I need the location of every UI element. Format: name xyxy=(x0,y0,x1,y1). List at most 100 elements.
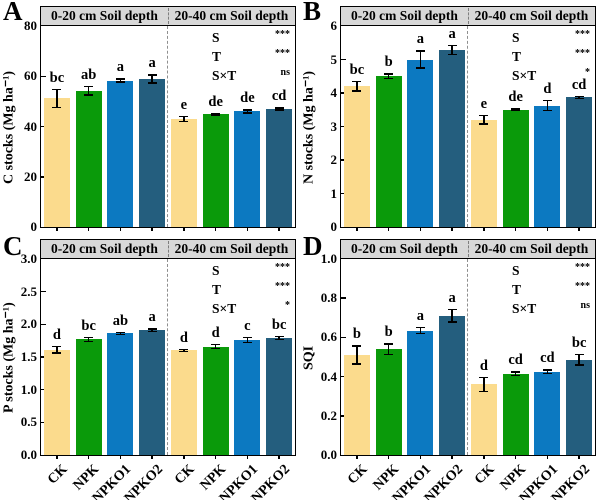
x-tick-mark xyxy=(278,455,280,459)
error-bar-cap xyxy=(274,338,284,340)
plot-area: S *** T *** S×T ns 0 20 40 60 80 bc ab a a e de de c… xyxy=(24,18,296,234)
anova-significance: *** xyxy=(275,281,290,292)
y-tick-mark xyxy=(341,125,346,128)
error-bar-cap xyxy=(242,112,252,114)
anova-significance: * xyxy=(285,300,290,311)
y-tick-mark xyxy=(41,290,46,293)
error-bar-cap xyxy=(352,363,362,365)
panel-letter-b: B xyxy=(303,0,322,26)
significance-letter: a xyxy=(116,59,124,76)
anova-factor: S xyxy=(512,263,520,278)
anova-factor: S xyxy=(212,263,220,278)
error-bar-cap xyxy=(479,390,489,393)
panel-b: B N stocks (Mg ha⁻¹) 0-20 cm Soil depth … xyxy=(300,0,600,235)
bar-npko2 xyxy=(566,97,593,227)
anova-stats: S *** T *** S×T ns xyxy=(512,262,590,319)
x-tick-mark xyxy=(119,455,122,459)
error-bar-line xyxy=(578,354,580,366)
error-bar-cap xyxy=(447,53,457,56)
significance-letter: d xyxy=(479,357,488,374)
y-tick-label: 0.2 xyxy=(320,407,337,423)
y-tick-mark xyxy=(41,323,46,326)
significance-letter: a xyxy=(416,31,424,48)
error-bar-cap xyxy=(211,114,221,116)
x-tick-mark xyxy=(214,455,217,459)
x-tick-mark xyxy=(151,455,153,459)
error-bar-cap xyxy=(479,123,489,125)
depth-header-right: 20-40 cm Soil depth xyxy=(474,8,589,23)
error-bar-line xyxy=(387,73,390,80)
error-bar-cap xyxy=(115,334,125,336)
x-tick-mark xyxy=(483,455,485,459)
error-bar-cap xyxy=(479,376,489,378)
error-bar-line xyxy=(246,336,249,344)
significance-letter: cd xyxy=(271,88,287,105)
bar-npko1 xyxy=(534,371,561,455)
anova-factor: T xyxy=(512,282,522,297)
x-tick-mark xyxy=(483,227,485,231)
x-tick-mark xyxy=(183,455,185,459)
depth-divider-line xyxy=(467,259,468,455)
error-bar-cap xyxy=(242,336,252,339)
error-bar-line xyxy=(278,336,280,340)
significance-letter: a xyxy=(448,289,456,306)
error-bar-cap xyxy=(84,94,94,96)
y-axis-label: SQI xyxy=(301,345,317,370)
significance-letter: b xyxy=(352,326,361,343)
error-bar-cap xyxy=(574,97,584,100)
significance-letter: bc xyxy=(349,61,365,78)
x-tick-mark xyxy=(56,227,58,231)
depth-header-band: 0-20 cm Soil depth 20-40 cm Soil depth xyxy=(40,239,296,259)
y-tick-mark xyxy=(341,159,346,161)
error-bar-cap xyxy=(211,343,221,346)
y-tick-label: 0.4 xyxy=(320,368,337,384)
y-tick-label: 2 xyxy=(330,152,338,167)
bar-npko1 xyxy=(407,59,434,227)
error-bar-cap xyxy=(447,308,457,311)
bar-npko2 xyxy=(266,338,293,455)
y-tick-mark xyxy=(341,375,346,378)
error-bar-cap xyxy=(52,352,62,354)
significance-letter: b xyxy=(384,324,393,341)
header-divider-line xyxy=(168,241,169,257)
depth-header-right: 20-40 cm Soil depth xyxy=(174,8,289,23)
y-tick-label: 40 xyxy=(24,118,37,134)
significance-letter: bc xyxy=(271,317,287,334)
y-tick-label: 2.5 xyxy=(20,283,37,299)
x-tick-mark xyxy=(419,227,422,231)
bar-npko1 xyxy=(107,80,134,227)
y-tick-mark xyxy=(41,388,46,391)
plot-area: S *** T *** S×T * 0.0 0.5 1.0 1.5 2.0 2.5 3.0 d… xyxy=(21,251,296,500)
error-bar-line xyxy=(119,78,122,83)
y-tick-label: 3 xyxy=(330,118,338,134)
error-bar-line xyxy=(183,348,185,353)
y-tick-label: 1 xyxy=(330,185,338,201)
significance-letter: de xyxy=(508,89,523,106)
error-bar-cap xyxy=(447,45,457,47)
error-bar-line xyxy=(278,107,280,111)
error-bar-cap xyxy=(415,333,425,335)
depth-header-right: 20-40 cm Soil depth xyxy=(474,241,589,256)
depth-header-right: 20-40 cm Soil depth xyxy=(174,241,289,256)
significance-letter: a xyxy=(148,309,156,326)
significance-letter: cd xyxy=(540,350,555,367)
error-bar-cap xyxy=(211,113,221,115)
significance-letter: de xyxy=(208,94,223,111)
header-divider-line xyxy=(468,8,469,24)
x-tick-mark xyxy=(387,227,390,231)
significance-letter: d xyxy=(211,324,220,341)
y-tick-mark xyxy=(41,356,46,358)
panel-a: A C stocks (Mg ha⁻¹) 0-20 cm Soil depth … xyxy=(0,0,300,235)
anova-row: T *** xyxy=(512,48,590,67)
error-bar-cap xyxy=(52,345,62,348)
error-bar-cap xyxy=(115,331,125,333)
anova-significance: *** xyxy=(275,29,290,40)
y-tick-mark xyxy=(41,176,46,178)
error-bar-line xyxy=(578,95,580,100)
error-bar-cap xyxy=(574,95,584,98)
anova-significance: *** xyxy=(575,48,590,59)
error-bar-cap xyxy=(147,74,157,76)
error-bar-cap xyxy=(84,336,94,339)
error-bar-line xyxy=(56,345,58,354)
error-bar-cap xyxy=(511,109,521,112)
